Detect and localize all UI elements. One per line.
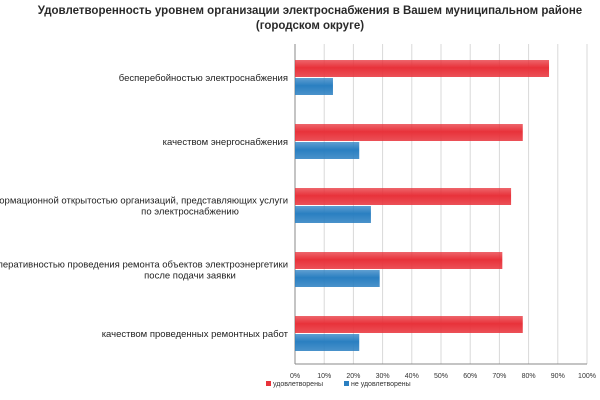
- bar-satisfied: [295, 188, 512, 205]
- x-tick-label: 10%: [317, 373, 331, 380]
- x-tick-label: 60%: [463, 373, 477, 380]
- legend-label: удовлетворены: [273, 381, 323, 388]
- category-label: оперативностью проведения ремонта объект…: [0, 260, 288, 271]
- category-label: после подачи заявки: [144, 271, 236, 282]
- bar-not-satisfied: [295, 78, 333, 95]
- x-tick-label: 100%: [578, 373, 596, 380]
- bar-not-satisfied: [295, 270, 380, 287]
- x-tick-label: 0%: [290, 373, 300, 380]
- bar-not-satisfied: [295, 334, 360, 351]
- bar-not-satisfied: [295, 142, 360, 159]
- category-label: информационной открытостью организаций, …: [0, 196, 288, 207]
- x-tick-label: 30%: [376, 373, 390, 380]
- x-tick-label: 50%: [434, 373, 448, 380]
- bar-not-satisfied: [295, 206, 371, 223]
- bar-satisfied: [295, 60, 550, 77]
- x-tick-label: 70%: [492, 373, 506, 380]
- category-label: качеством проведенных ремонтных работ: [102, 329, 289, 340]
- x-tick-label: 90%: [551, 373, 565, 380]
- bar-satisfied: [295, 316, 523, 333]
- legend-swatch: [266, 381, 271, 386]
- legend-label: не удовлетворены: [351, 381, 411, 388]
- chart-title: Удовлетворенность уровнем организации эл…: [37, 5, 583, 32]
- x-tick-label: 20%: [346, 373, 360, 380]
- x-tick-label: 80%: [522, 373, 536, 380]
- bar-satisfied: [295, 124, 523, 141]
- category-label: бесперебойностью электроснабжения: [119, 73, 288, 84]
- bar-satisfied: [295, 252, 503, 269]
- x-tick-label: 40%: [405, 373, 419, 380]
- category-label: качеством энергоснабжения: [163, 137, 288, 148]
- legend-swatch: [344, 381, 349, 386]
- category-label: по электроснабжению: [141, 207, 239, 218]
